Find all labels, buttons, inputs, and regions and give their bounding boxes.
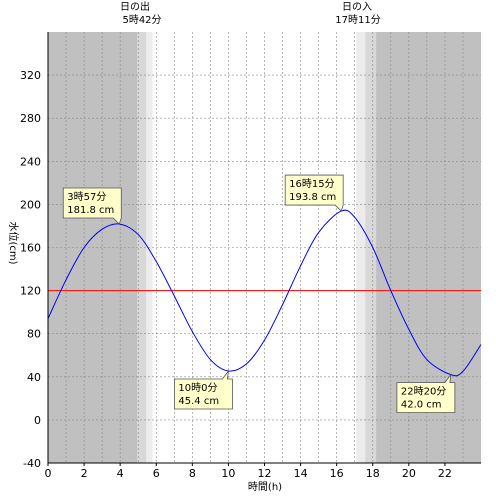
x-tick-label: 10 <box>221 467 235 480</box>
y-axis-label: 水位(cm) <box>7 221 20 264</box>
y-tick-label: 80 <box>27 328 41 341</box>
callout-time: 3時57分 <box>67 191 106 203</box>
x-tick-label: 8 <box>189 467 196 480</box>
tick-labels: 0 2 4 6 8 10 12 14 16 18 20 22 -40 0 40 80 120 160 200 240 2… <box>20 69 452 480</box>
x-axis-label: 時間(h) <box>248 481 282 493</box>
twilight-band-dusk-dark <box>365 32 377 463</box>
tide-callout: 16時15分 193.8 cm <box>284 174 344 212</box>
x-tick-label: 22 <box>438 467 452 480</box>
y-tick-label: 200 <box>20 198 41 211</box>
callout-time: 22時20分 <box>401 386 446 398</box>
callout-time: 10時0分 <box>178 382 217 394</box>
tide-callout: 10時0分 45.4 cm <box>174 369 233 410</box>
x-tick-label: 16 <box>330 467 344 480</box>
callout-level: 42.0 cm <box>401 400 442 411</box>
y-tick-label: 0 <box>34 414 41 427</box>
sunset-time: 17時11分 <box>335 14 380 26</box>
tide-callout: 3時57分 181.8 cm <box>62 187 122 225</box>
x-tick-label: 6 <box>153 467 160 480</box>
sunset-label: 日の入 <box>342 2 372 13</box>
tide-callout: 22時20分 42.0 cm <box>396 373 456 414</box>
y-tick-label: 40 <box>27 371 41 384</box>
x-tick-label: 20 <box>402 467 416 480</box>
y-tick-label: 120 <box>20 285 41 298</box>
y-tick-label: 280 <box>20 112 41 125</box>
y-tick-label: 240 <box>20 155 41 168</box>
callout-box <box>396 373 456 414</box>
callout-level: 193.8 cm <box>289 192 336 203</box>
sunrise-time: 5時42分 <box>122 14 161 26</box>
callout-level: 181.8 cm <box>67 205 114 216</box>
x-tick-label: 12 <box>258 467 272 480</box>
x-tick-label: 2 <box>81 467 88 480</box>
tide-callouts: 3時57分 181.8 cm 10時0分 45.4 cm 16時15分 193.8 cm 2… <box>62 174 456 414</box>
y-tick-label: 320 <box>20 69 41 82</box>
x-tick-label: 4 <box>117 467 124 480</box>
callout-box <box>284 174 344 212</box>
callout-box <box>174 369 233 410</box>
x-tick-label: 14 <box>294 467 308 480</box>
y-tick-label: -40 <box>23 457 41 470</box>
callout-box <box>62 187 122 225</box>
x-tick-label: 18 <box>366 467 380 480</box>
callout-level: 45.4 cm <box>178 396 219 407</box>
callout-time: 16時15分 <box>289 178 334 190</box>
y-tick-label: 160 <box>20 242 41 255</box>
sunrise-label: 日の出 <box>120 0 150 13</box>
x-tick-label: 0 <box>45 467 52 480</box>
